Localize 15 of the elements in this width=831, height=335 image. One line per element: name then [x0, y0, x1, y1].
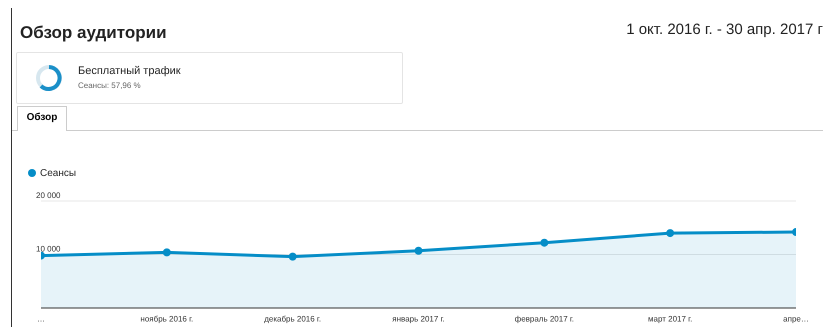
text: Бесплатный трафик	[78, 65, 181, 77]
x-tick-label: апре…	[783, 314, 809, 324]
y-tick-label: 10 000	[36, 244, 62, 254]
legend-label: Сеансы	[40, 168, 76, 179]
x-tick-label: январь 2017 г.	[392, 314, 445, 324]
text: Сеансы: 57,96 %	[78, 81, 141, 90]
x-tick-label: февраль 2017 г.	[514, 314, 574, 324]
y-tick-label: 20 000	[36, 191, 62, 200]
chart-subtitle: 1 окт. 2016 г. - 30 апр. 2017 г	[626, 21, 823, 38]
text: Обзор	[17, 106, 67, 131]
x-tick-label: ноябрь 2016 г.	[140, 314, 194, 324]
chart-title: Обзор аудитории	[20, 23, 167, 43]
x-tick-label: …	[37, 314, 45, 324]
x-tick-label: март 2017 г.	[648, 314, 692, 324]
x-tick-label: декабрь 2016 г.	[264, 314, 322, 324]
